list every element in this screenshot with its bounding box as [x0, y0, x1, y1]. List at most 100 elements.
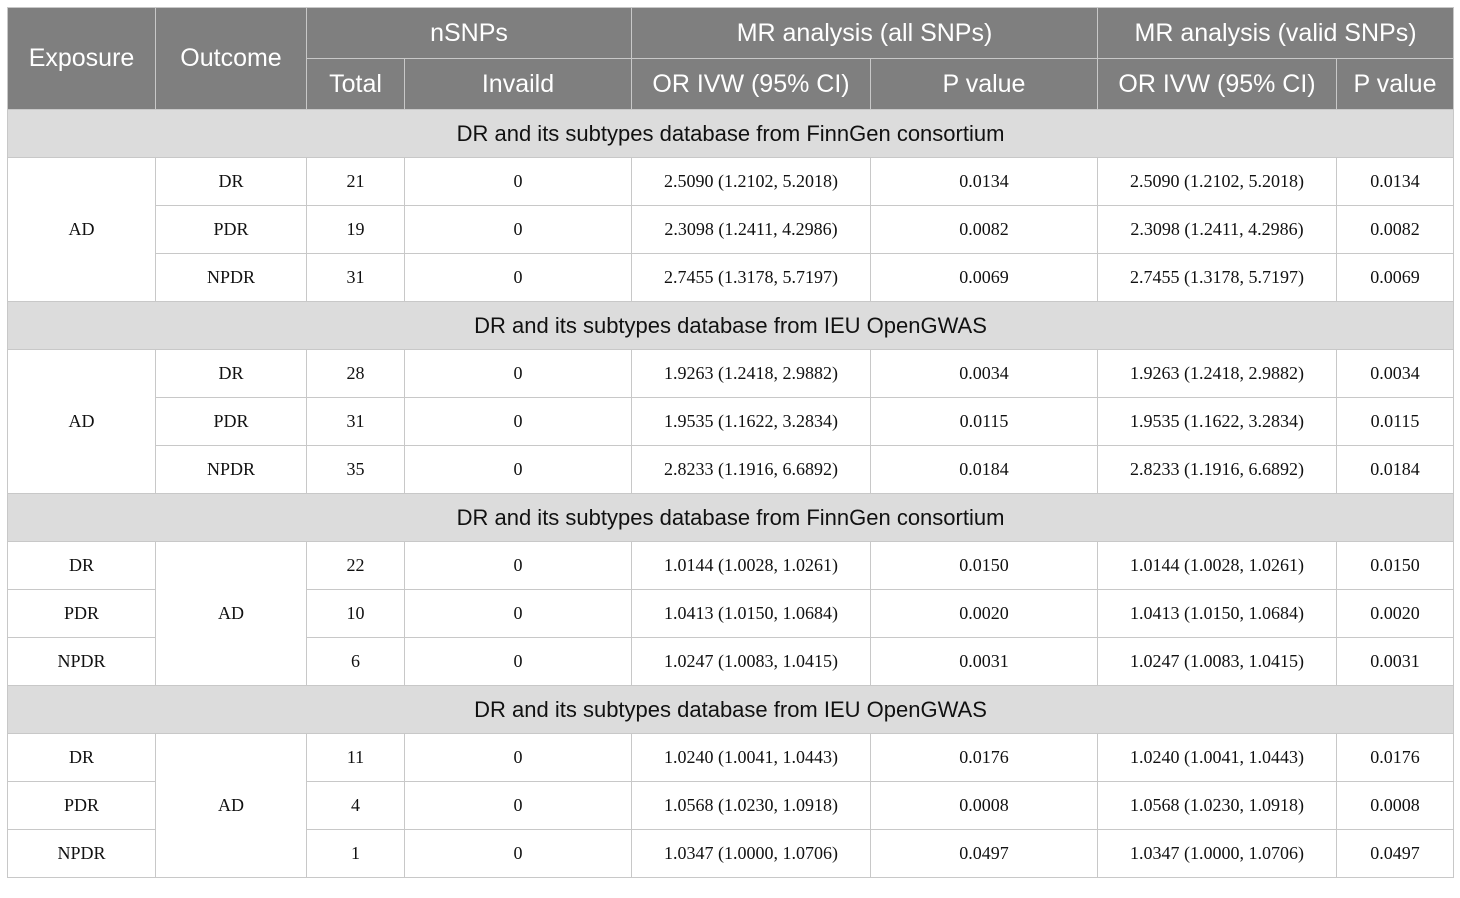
section-row: DR and its subtypes database from FinnGe… — [6, 493, 1455, 542]
table-row: AD DR 28 0 1.9263 (1.2418, 2.9882) 0.003… — [7, 349, 1455, 494]
col-header-mr-valid: MR analysis (valid SNPs) — [1097, 7, 1455, 59]
p-all-cell: 0.0031 — [869, 637, 1099, 686]
invalid-cell: 0 — [404, 397, 632, 446]
exposure-cell: DR — [7, 733, 156, 782]
or-valid-cell: 2.3098 (1.2411, 4.2986) — [1097, 205, 1338, 254]
section-row: DR and its subtypes database from IEU Op… — [6, 301, 1455, 350]
exposure-cell: AD — [7, 349, 156, 494]
or-all-cell: 1.0413 (1.0150, 1.0684) — [631, 589, 871, 638]
p-all-cell: 0.0497 — [869, 829, 1099, 878]
exposure-cell: PDR — [7, 781, 156, 830]
invalid-cell: 0 — [404, 445, 632, 494]
outcome-cell: NPDR — [155, 253, 307, 302]
outcome-cell: AD — [155, 733, 307, 878]
invalid-cell: 0 — [404, 733, 632, 782]
table-header: Exposure Outcome nSNPs MR analysis (all … — [7, 7, 1455, 110]
p-valid-cell: 0.0115 — [1336, 397, 1455, 446]
invalid-cell: 0 — [404, 829, 632, 878]
col-header-nsnps: nSNPs — [306, 7, 632, 59]
table-row: PDR 4 0 1.0568 (1.0230, 1.0918) 0.0008 1… — [7, 781, 1455, 830]
or-valid-cell: 1.9263 (1.2418, 2.9882) — [1097, 349, 1338, 398]
section-title: DR and its subtypes database from IEU Op… — [6, 685, 1455, 734]
total-cell: 31 — [306, 253, 405, 302]
p-all-cell: 0.0150 — [869, 541, 1099, 590]
total-cell: 35 — [306, 445, 405, 494]
or-valid-cell: 2.8233 (1.1916, 6.6892) — [1097, 445, 1338, 494]
p-valid-cell: 0.0020 — [1336, 589, 1455, 638]
invalid-cell: 0 — [404, 781, 632, 830]
total-cell: 6 — [306, 637, 405, 686]
col-header-or-all: OR IVW (95% CI) — [631, 58, 871, 110]
outcome-cell: DR — [155, 157, 307, 206]
total-cell: 28 — [306, 349, 405, 398]
p-all-cell: 0.0115 — [869, 397, 1099, 446]
table-body: DR and its subtypes database from FinnGe… — [6, 109, 1455, 878]
total-cell: 31 — [306, 397, 405, 446]
table-row: NPDR 31 0 2.7455 (1.3178, 5.7197) 0.0069… — [8, 253, 1455, 302]
section-row: DR and its subtypes database from FinnGe… — [6, 109, 1455, 158]
invalid-cell: 0 — [404, 589, 632, 638]
table-row: PDR 19 0 2.3098 (1.2411, 4.2986) 0.0082 … — [8, 205, 1455, 254]
total-cell: 21 — [306, 157, 405, 206]
mr-results-table: Exposure Outcome nSNPs MR analysis (all … — [6, 7, 1455, 878]
p-valid-cell: 0.0497 — [1336, 829, 1455, 878]
section-title: DR and its subtypes database from FinnGe… — [6, 109, 1455, 158]
or-valid-cell: 1.0240 (1.0041, 1.0443) — [1097, 733, 1338, 782]
total-cell: 1 — [306, 829, 405, 878]
p-valid-cell: 0.0150 — [1336, 541, 1455, 590]
p-valid-cell: 0.0184 — [1336, 445, 1455, 494]
p-all-cell: 0.0134 — [869, 157, 1099, 206]
outcome-cell: DR — [155, 349, 307, 398]
p-all-cell: 0.0176 — [869, 733, 1099, 782]
or-valid-cell: 1.0413 (1.0150, 1.0684) — [1097, 589, 1338, 638]
invalid-cell: 0 — [404, 541, 632, 590]
col-header-exposure: Exposure — [7, 7, 156, 110]
or-all-cell: 1.0347 (1.0000, 1.0706) — [631, 829, 871, 878]
or-valid-cell: 1.0347 (1.0000, 1.0706) — [1097, 829, 1338, 878]
exposure-cell: PDR — [7, 589, 156, 638]
exposure-cell: NPDR — [7, 637, 156, 686]
or-all-cell: 2.8233 (1.1916, 6.6892) — [631, 445, 871, 494]
p-valid-cell: 0.0082 — [1336, 205, 1455, 254]
or-all-cell: 1.0240 (1.0041, 1.0443) — [631, 733, 871, 782]
section-title: DR and its subtypes database from FinnGe… — [6, 493, 1455, 542]
outcome-cell: PDR — [155, 205, 307, 254]
table-row: NPDR 1 0 1.0347 (1.0000, 1.0706) 0.0497 … — [7, 829, 1455, 878]
invalid-cell: 0 — [404, 349, 632, 398]
p-all-cell: 0.0184 — [869, 445, 1099, 494]
col-header-p-valid: P value — [1336, 58, 1455, 110]
p-valid-cell: 0.0134 — [1336, 157, 1455, 206]
or-valid-cell: 1.0568 (1.0230, 1.0918) — [1097, 781, 1338, 830]
or-all-cell: 1.9535 (1.1622, 3.2834) — [631, 397, 871, 446]
p-valid-cell: 0.0008 — [1336, 781, 1455, 830]
invalid-cell: 0 — [404, 157, 632, 206]
col-header-or-valid: OR IVW (95% CI) — [1097, 58, 1338, 110]
or-valid-cell: 2.7455 (1.3178, 5.7197) — [1097, 253, 1338, 302]
or-all-cell: 2.7455 (1.3178, 5.7197) — [631, 253, 871, 302]
p-all-cell: 0.0020 — [869, 589, 1099, 638]
or-all-cell: 1.9263 (1.2418, 2.9882) — [631, 349, 871, 398]
total-cell: 10 — [306, 589, 405, 638]
p-all-cell: 0.0008 — [869, 781, 1099, 830]
invalid-cell: 0 — [404, 253, 632, 302]
or-all-cell: 1.0247 (1.0083, 1.0415) — [631, 637, 871, 686]
or-valid-cell: 2.5090 (1.2102, 5.2018) — [1097, 157, 1338, 206]
p-all-cell: 0.0082 — [869, 205, 1099, 254]
total-cell: 22 — [306, 541, 405, 590]
table-row: DR AD 22 0 1.0144 (1.0028, 1.0261) 0.015… — [7, 541, 1455, 686]
p-valid-cell: 0.0034 — [1336, 349, 1455, 398]
table-row: NPDR 35 0 2.8233 (1.1916, 6.6892) 0.0184… — [8, 445, 1455, 494]
or-valid-cell: 1.0144 (1.0028, 1.0261) — [1097, 541, 1338, 590]
outcome-cell: AD — [155, 541, 307, 686]
exposure-cell: AD — [7, 157, 156, 302]
p-valid-cell: 0.0069 — [1336, 253, 1455, 302]
total-cell: 19 — [306, 205, 405, 254]
col-header-mr-all: MR analysis (all SNPs) — [630, 7, 1099, 59]
p-all-cell: 0.0069 — [869, 253, 1099, 302]
col-header-outcome: Outcome — [155, 7, 307, 110]
invalid-cell: 0 — [404, 637, 632, 686]
or-valid-cell: 1.9535 (1.1622, 3.2834) — [1097, 397, 1338, 446]
outcome-cell: NPDR — [155, 445, 307, 494]
or-all-cell: 2.3098 (1.2411, 4.2986) — [631, 205, 871, 254]
or-all-cell: 1.0568 (1.0230, 1.0918) — [631, 781, 871, 830]
